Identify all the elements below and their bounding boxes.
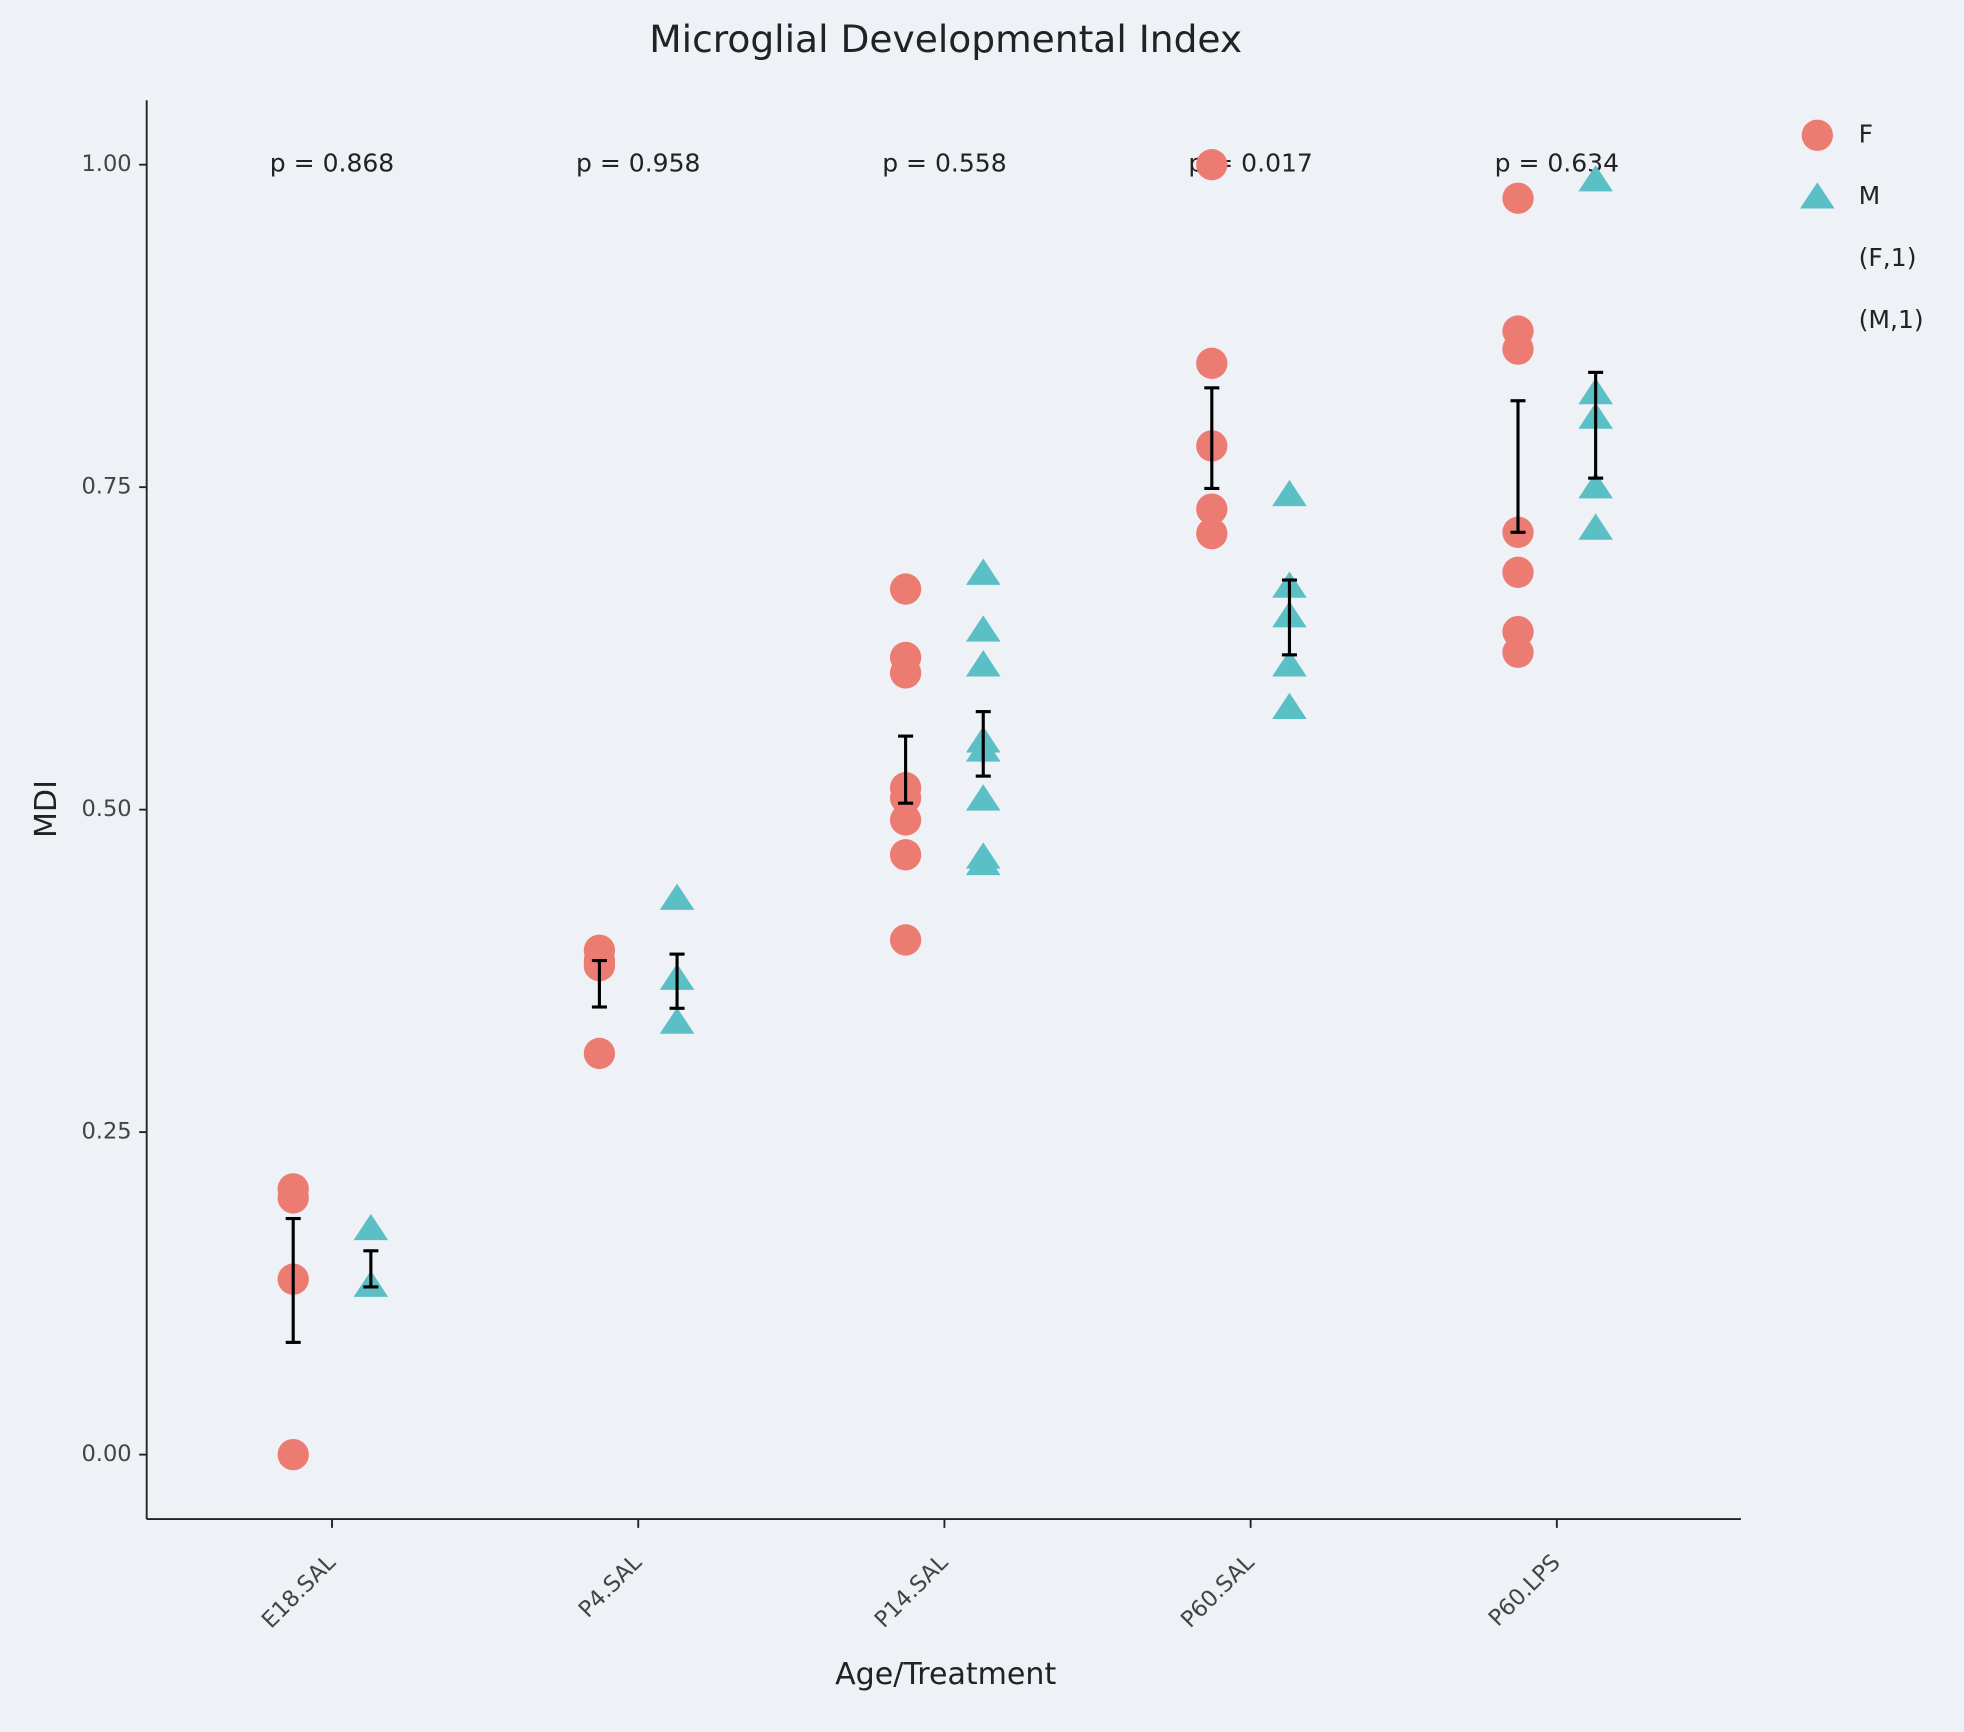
point (1196, 347, 1228, 379)
y-tick-label: 0.50 (81, 796, 131, 822)
y-tick-label: 0.25 (81, 1119, 131, 1145)
point (353, 1213, 389, 1241)
legend-label: (M,1) (1859, 305, 1924, 334)
point (659, 883, 695, 910)
y-tick-label: 0.00 (81, 1441, 131, 1467)
point (965, 650, 1001, 677)
y-axis-title: MDI (29, 780, 64, 838)
annotation: p = 0.868 (270, 149, 394, 178)
legend-marker (1800, 182, 1835, 209)
legend-label: (F,1) (1859, 243, 1917, 272)
point (965, 784, 1001, 811)
point (1578, 513, 1613, 540)
x-tick-label: P60.LPS (1484, 1550, 1566, 1632)
point (1578, 165, 1613, 192)
point (1502, 182, 1534, 214)
x-axis-title: Age/Treatment (835, 1657, 1056, 1692)
point (659, 1007, 695, 1034)
point (889, 573, 922, 605)
annotation: p = 0.558 (882, 149, 1006, 178)
point (1502, 636, 1534, 668)
legend-label: F (1859, 119, 1873, 148)
point (889, 657, 922, 689)
point (277, 1182, 309, 1214)
point (583, 1037, 616, 1070)
y-tick-label: 1.00 (81, 151, 131, 177)
point (965, 615, 1001, 642)
annotation: p = 0.958 (576, 149, 700, 178)
point (965, 558, 1001, 585)
point (1578, 472, 1613, 499)
point (965, 848, 1001, 876)
point (889, 924, 922, 956)
point (1272, 479, 1307, 507)
point (1196, 149, 1228, 181)
point (889, 804, 922, 836)
legend-label: M (1859, 181, 1881, 210)
point (277, 1438, 309, 1471)
point (1502, 556, 1534, 588)
point (1196, 517, 1228, 550)
y-tick-label: 0.75 (81, 474, 131, 500)
point (889, 839, 922, 871)
point (1502, 333, 1534, 365)
point (1272, 650, 1307, 677)
x-tick-label: E18.SAL (257, 1549, 341, 1633)
x-tick-label: P14.SAL (870, 1549, 954, 1633)
point (1272, 692, 1307, 720)
x-tick-label: P60.SAL (1176, 1549, 1260, 1633)
chart-title: Microglial Developmental Index (649, 17, 1242, 61)
point (1196, 493, 1228, 525)
x-tick-label: P4.SAL (574, 1549, 648, 1623)
legend-marker (1801, 119, 1833, 151)
